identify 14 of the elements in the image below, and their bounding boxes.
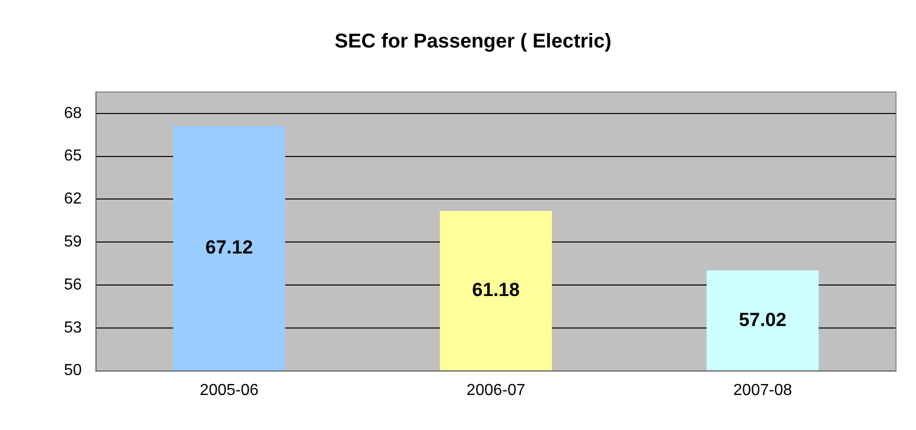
x-tick-label: 2005-06 bbox=[200, 382, 259, 399]
chart-title: SEC for Passenger ( Electric) bbox=[334, 30, 612, 53]
data-label: 57.02 bbox=[738, 310, 786, 331]
y-tick-label: 53 bbox=[64, 319, 82, 336]
data-label: 61.18 bbox=[472, 280, 520, 302]
y-tick-label: 50 bbox=[64, 362, 82, 380]
y-tick-label: 56 bbox=[64, 276, 82, 294]
y-tick-label: 68 bbox=[64, 104, 82, 122]
y-tick-label: 62 bbox=[64, 190, 82, 208]
x-tick-label: 2006-07 bbox=[466, 382, 526, 399]
y-tick-label: 65 bbox=[64, 148, 82, 165]
data-label: 67.12 bbox=[205, 238, 253, 259]
x-tick-label: 2007-08 bbox=[733, 382, 792, 399]
y-tick-label: 59 bbox=[64, 234, 82, 251]
